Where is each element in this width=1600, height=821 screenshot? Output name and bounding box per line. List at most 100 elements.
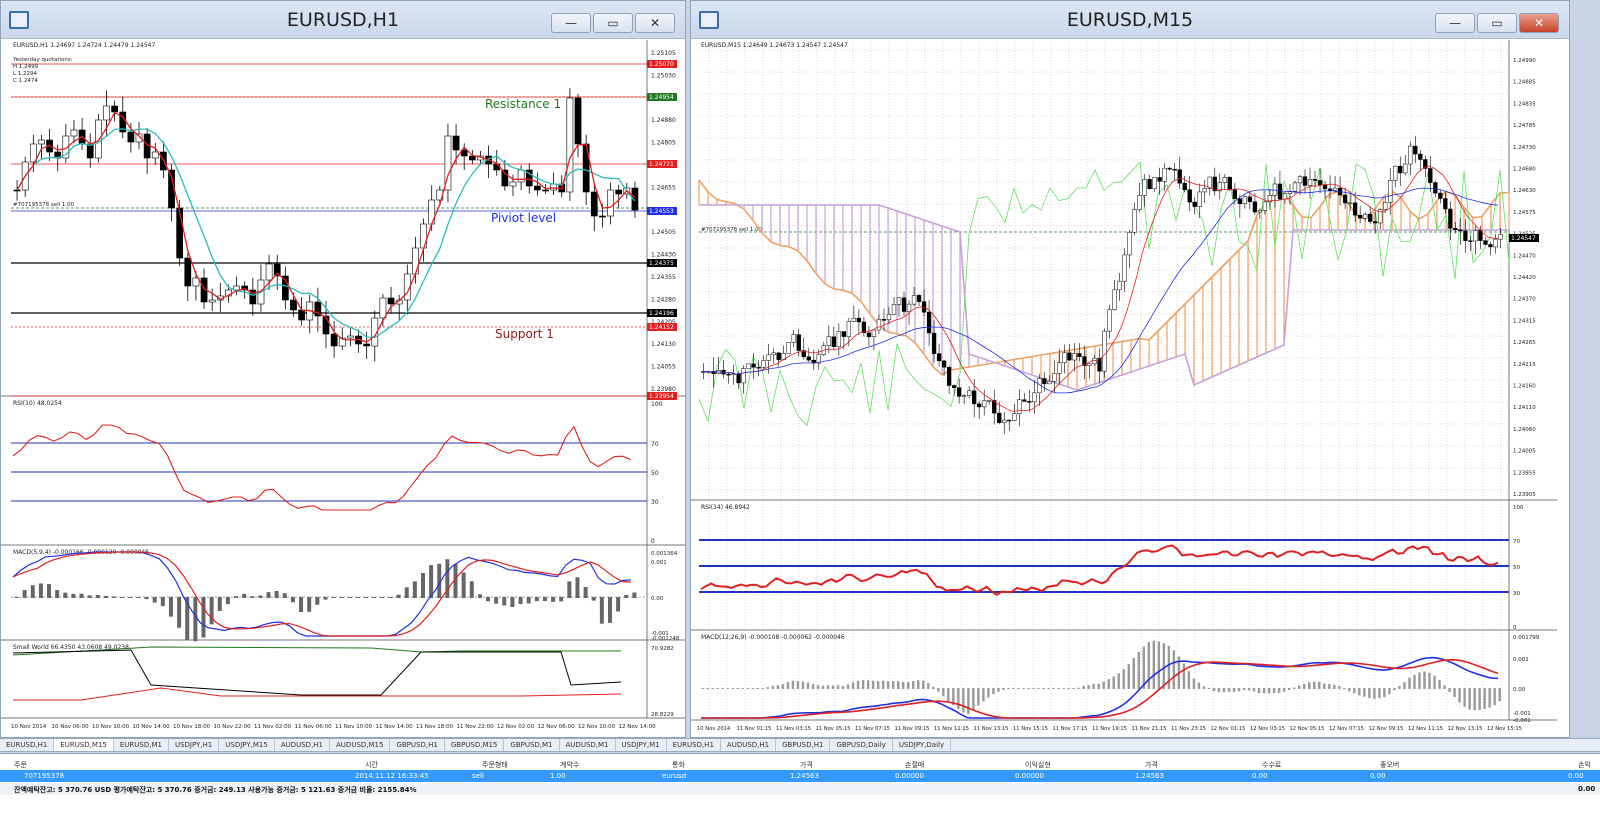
- macd-histogram-bar: [607, 597, 612, 623]
- order-row[interactable]: 707195378 2014.11.12 16:33:45 sell 1.00 euru…: [0, 770, 1600, 782]
- chart-tab[interactable]: AUDUSD,M1: [560, 739, 616, 751]
- candle-body: [801, 350, 806, 358]
- macd-histogram-bar: [632, 592, 637, 598]
- chart-tab[interactable]: EURUSD,M1: [114, 739, 169, 751]
- right-chart-window[interactable]: EURUSD,M15 — ▭ ✕ 1.24990 1.24885 1.24835 1.…: [690, 0, 1570, 738]
- minimize-button[interactable]: —: [551, 13, 591, 33]
- chart-tab[interactable]: USDJPY,M15: [219, 739, 275, 751]
- chart-tab[interactable]: GBPUSD,H1: [776, 739, 831, 751]
- terminal-column-header[interactable]: 계약수: [560, 761, 580, 769]
- time-label: 11 Nov 02:00: [254, 724, 292, 730]
- macd-histogram-bar: [1012, 688, 1015, 689]
- macd-histogram-bar: [38, 583, 43, 598]
- terminal-column-header[interactable]: 좋오버: [1380, 761, 1400, 769]
- candle-body: [992, 400, 997, 414]
- left-chart-window[interactable]: EURUSD,H1 — ▭ ✕ 1.251051.250301.249551.2…: [0, 0, 686, 738]
- macd-histogram-bar: [1207, 687, 1211, 689]
- candle-body: [1127, 232, 1132, 256]
- chart-window-icon: [699, 11, 719, 29]
- chart-tab[interactable]: GBPUSD,M15: [445, 739, 505, 751]
- macd-histogram-bar: [1448, 688, 1451, 692]
- macd-histogram-bar: [396, 594, 401, 598]
- close-button[interactable]: ✕: [1519, 13, 1559, 33]
- candle-body: [534, 185, 541, 191]
- candle-body: [1438, 192, 1443, 199]
- macd-histogram-bar: [526, 597, 531, 604]
- time-label: 12 Nov 11:15: [1408, 726, 1443, 732]
- chart-tab[interactable]: GBPUSD,H1: [390, 739, 445, 751]
- macd-histogram-bar: [1368, 688, 1371, 698]
- terminal-column-header[interactable]: 이익실현: [1025, 761, 1051, 769]
- candle-body: [1327, 188, 1333, 191]
- chart-tab[interactable]: EURUSD,H1: [0, 739, 55, 751]
- terminal-column-header[interactable]: 주문형태: [482, 761, 508, 769]
- chart-tab[interactable]: USDJPY,H1: [169, 739, 220, 751]
- candle-body: [846, 321, 852, 337]
- candle-body: [86, 143, 94, 159]
- chart-tab[interactable]: USDJPY,Daily: [893, 739, 952, 751]
- macd-histogram-bar: [972, 688, 975, 711]
- time-label: 12 Nov 02:00: [497, 724, 535, 730]
- right-chart-area[interactable]: 1.24990 1.24885 1.24835 1.24785 1.24730 1.246…: [691, 40, 1569, 737]
- terminal-column-header[interactable]: 수수료: [1262, 761, 1282, 769]
- terminal-column-header[interactable]: 손익: [1578, 761, 1591, 769]
- macd-histogram-bar: [502, 597, 507, 606]
- maximize-button[interactable]: ▭: [593, 13, 633, 33]
- close-button[interactable]: ✕: [635, 13, 675, 33]
- left-window-titlebar[interactable]: EURUSD,H1 — ▭ ✕: [1, 1, 685, 39]
- macd-histogram-bar: [701, 688, 704, 689]
- macd-histogram-bar: [323, 597, 328, 600]
- candle-body: [1132, 209, 1137, 233]
- chart-tab[interactable]: AUDUSD,H1: [721, 739, 777, 751]
- macd-histogram-bar: [30, 585, 35, 598]
- maximize-button[interactable]: ▭: [1477, 13, 1517, 33]
- macd-histogram-bar: [866, 680, 870, 689]
- macd-histogram-bar: [103, 596, 108, 598]
- candle-body: [1217, 182, 1222, 192]
- macd-histogram-bar: [1202, 686, 1206, 689]
- macd-histogram-bar: [1157, 641, 1161, 689]
- left-chart-area[interactable]: 1.251051.250301.249551.248801.248051.247…: [1, 40, 685, 737]
- macd-histogram-bar: [242, 593, 247, 598]
- time-label: 12 Nov 14:00: [619, 724, 657, 730]
- macd-line: [12, 551, 631, 637]
- macd-histogram-bar: [1242, 688, 1246, 691]
- chart-tab[interactable]: EURUSD,M15: [54, 739, 114, 751]
- right-window-titlebar[interactable]: EURUSD,M15 — ▭ ✕: [691, 1, 1569, 39]
- macd-histogram-bar: [1318, 681, 1321, 689]
- price-tag-value: 1.23954: [649, 393, 674, 400]
- candle-body: [184, 257, 192, 287]
- chart-tab[interactable]: AUDUSD,M15: [330, 739, 391, 751]
- chart-tab[interactable]: AUDUSD,H1: [275, 739, 331, 751]
- macd-histogram-bar: [22, 590, 27, 598]
- macd-histogram-bar: [801, 681, 805, 689]
- terminal-column-header[interactable]: 통화: [672, 761, 685, 769]
- macd-histogram-bar: [1383, 688, 1386, 698]
- candle-body: [314, 301, 322, 317]
- chart-tab[interactable]: EURUSD,H1: [667, 739, 721, 751]
- yesterday-quotation: C 1.2474: [13, 78, 38, 84]
- candle-body: [1453, 228, 1458, 230]
- chart-tab[interactable]: GBPUSD,Daily: [830, 739, 893, 751]
- candle-body: [1167, 167, 1172, 170]
- macd-histogram-bar: [952, 688, 955, 706]
- chart-info: EURUSD,M15 1.24649 1.24673 1.24547 1.245…: [701, 42, 848, 49]
- terminal-column-header[interactable]: 주문: [14, 761, 27, 769]
- terminal-column-header[interactable]: 가격: [800, 761, 813, 769]
- chart-tab[interactable]: GBPUSD,M1: [504, 739, 560, 751]
- macd-histogram-bar: [1292, 687, 1296, 689]
- macd-histogram-bar: [1247, 688, 1251, 691]
- macd-histogram-bar: [599, 597, 604, 624]
- candle-body: [866, 332, 872, 337]
- minimize-button[interactable]: —: [1435, 13, 1475, 33]
- terminal-column-header[interactable]: 가격: [1145, 761, 1158, 769]
- macd-histogram-bar: [1493, 688, 1496, 706]
- candle-body: [249, 289, 257, 305]
- candle-body: [1463, 230, 1468, 241]
- candle-body: [1232, 189, 1237, 199]
- terminal-column-header[interactable]: 손절매: [905, 761, 925, 769]
- terminal-column-header[interactable]: 시간: [365, 761, 378, 769]
- candle-body: [1162, 167, 1167, 182]
- macd-histogram-bar: [282, 593, 287, 598]
- chart-tab[interactable]: USDJPY,M1: [616, 739, 667, 751]
